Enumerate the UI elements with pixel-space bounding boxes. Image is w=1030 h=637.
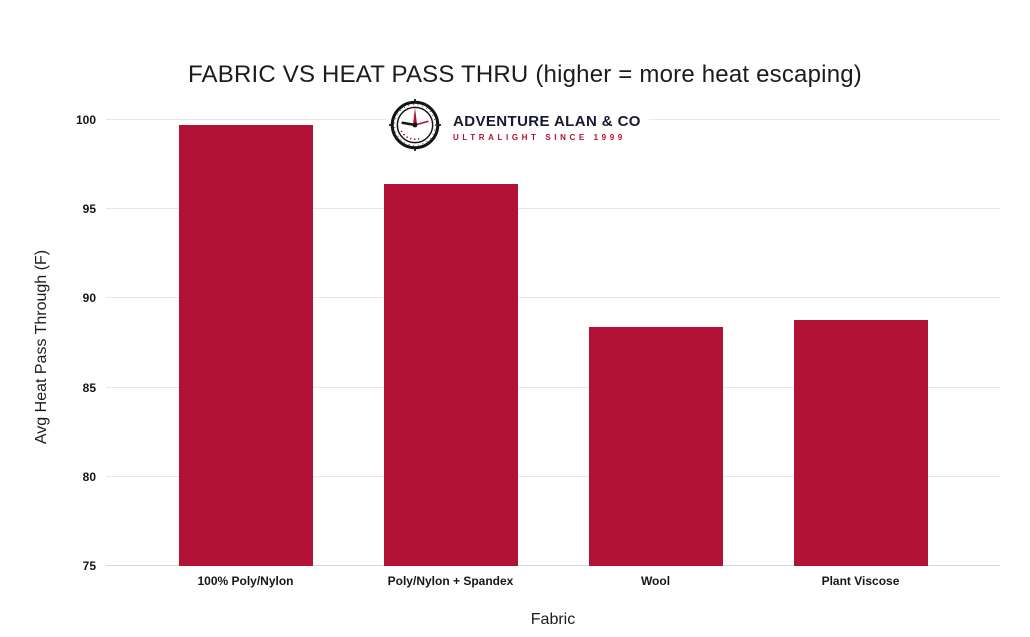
y-tick-label: 75 [82,559,96,573]
category-band: Plant Viscose [758,120,963,588]
x-tick-label: Poly/Nylon + Spandex [387,574,514,588]
x-tick-label: Wool [640,574,671,588]
bar-plant-viscose [793,319,928,566]
y-tick-label: 80 [82,469,96,484]
gridline [106,386,1000,388]
bar-100-poly-nylon [178,125,313,566]
category-band: Wool [553,120,758,588]
chart-title: FABRIC VS HEAT PASS THRU (higher = more … [188,61,862,88]
brand-tagline: ULTRALIGHT SINCE 1999 [453,133,626,142]
y-axis-title: Avg Heat Pass Through (F) [33,249,50,445]
brand-logo: ADVENTURE ALAN & CO ULTRALIGHT SINCE 199… [386,96,649,159]
x-axis-title: Fabric [530,611,576,628]
bars-container: 100% Poly/Nylon Poly/Nylon + Spandex Wool P… [106,120,1000,588]
clock-compass-icon [388,98,442,157]
plot-area: 75 80 85 90 95 100 100% Poly/Nylon Poly/Nylon … [76,114,1000,588]
gridline [106,475,1000,477]
y-tick-label: 85 [82,380,96,395]
x-tick-label: Plant Viscose [821,574,900,588]
category-band: 100% Poly/Nylon [143,120,348,588]
gridline [106,297,1000,299]
y-tick-label: 90 [82,291,96,306]
y-tick-label: 95 [82,202,96,217]
brand-name: ADVENTURE ALAN & CO [453,113,641,130]
y-tick-label: 100 [75,113,96,127]
x-tick-label: 100% Poly/Nylon [197,574,294,588]
bar-wool [588,326,723,566]
brand-logo-text: ADVENTURE ALAN & CO ULTRALIGHT SINCE 199… [453,113,641,142]
bar-poly-nylon-spandex [383,184,518,566]
gridline [106,565,1000,566]
gridline [106,208,1000,210]
category-band: Poly/Nylon + Spandex [348,120,553,588]
